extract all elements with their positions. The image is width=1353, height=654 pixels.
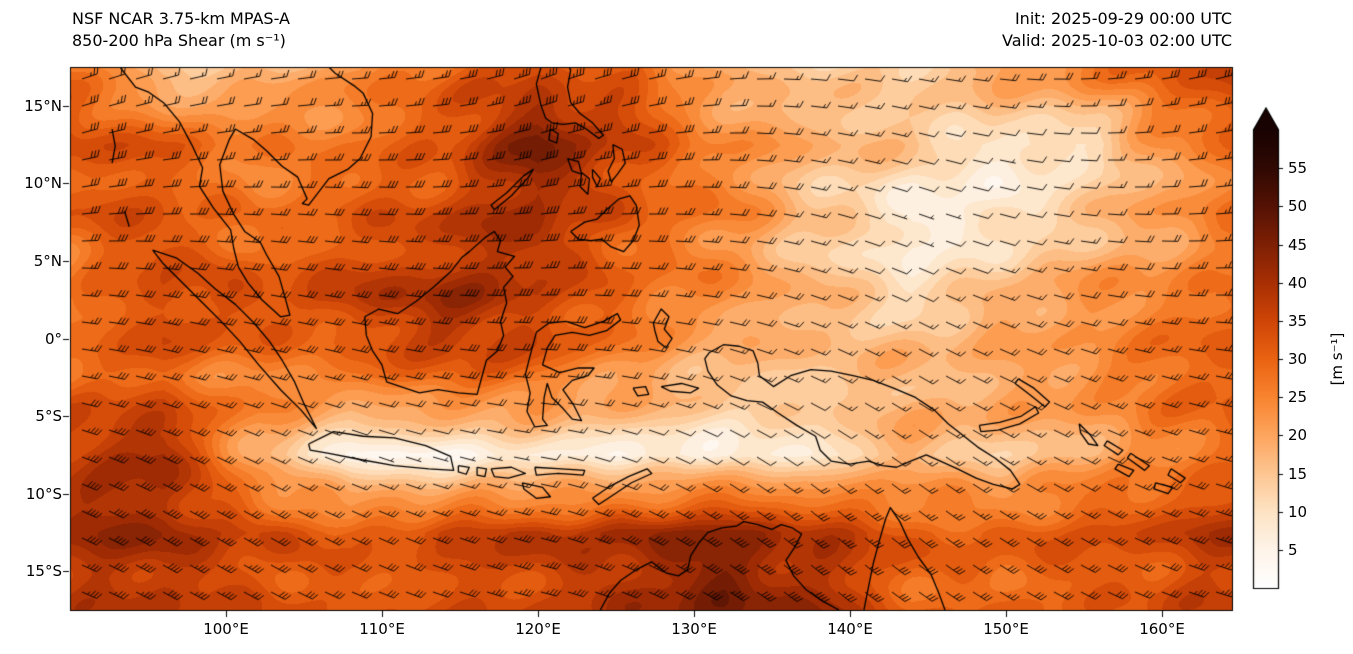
x-tick-label: 150°E: [983, 620, 1029, 638]
run-times: Init: 2025-09-29 00:00 UTC Valid: 2025-1…: [1002, 8, 1232, 52]
y-tick-label: 15°N: [24, 97, 62, 115]
model-name-title: NSF NCAR 3.75-km MPAS-A: [72, 9, 290, 28]
x-tick-label: 110°E: [359, 620, 405, 638]
plot-titles: NSF NCAR 3.75-km MPAS-A 850-200 hPa Shea…: [72, 8, 290, 52]
colorbar-tick-label: 30: [1288, 350, 1308, 368]
colorbar-tick-label: 25: [1288, 388, 1308, 406]
y-tick-label: 10°S: [25, 485, 62, 503]
x-tick-label: 130°E: [671, 620, 717, 638]
colorbar-tick-label: 20: [1288, 426, 1308, 444]
x-tick-label: 100°E: [203, 620, 249, 638]
init-time-label: Init: 2025-09-29 00:00 UTC: [1014, 9, 1232, 28]
x-tick-label: 120°E: [515, 620, 561, 638]
colorbar-tick-label: 40: [1288, 274, 1308, 292]
colorbar-tick-label: 45: [1288, 236, 1308, 254]
colorbar-tick-label: 35: [1288, 312, 1308, 330]
colorbar-tick-label: 50: [1288, 197, 1308, 215]
y-tick-label: 15°S: [25, 562, 62, 580]
colorbar-tick-label: 15: [1288, 465, 1308, 483]
y-tick-label: 10°N: [24, 174, 62, 192]
y-tick-label: 0°: [44, 330, 62, 348]
x-tick-label: 160°E: [1139, 620, 1185, 638]
x-tick-label: 140°E: [827, 620, 873, 638]
field-title: 850-200 hPa Shear (m s⁻¹): [72, 31, 286, 50]
y-tick-label: 5°S: [35, 407, 62, 425]
valid-time-label: Valid: 2025-10-03 02:00 UTC: [1001, 31, 1232, 50]
colorbar-tick-label: 55: [1288, 159, 1308, 177]
colorbar-tick-label: 10: [1288, 503, 1308, 521]
colorbar-unit-label: [m s⁻¹]: [1328, 332, 1346, 386]
colorbar-tick-label: 5: [1288, 541, 1298, 559]
y-tick-label: 5°N: [33, 252, 62, 270]
